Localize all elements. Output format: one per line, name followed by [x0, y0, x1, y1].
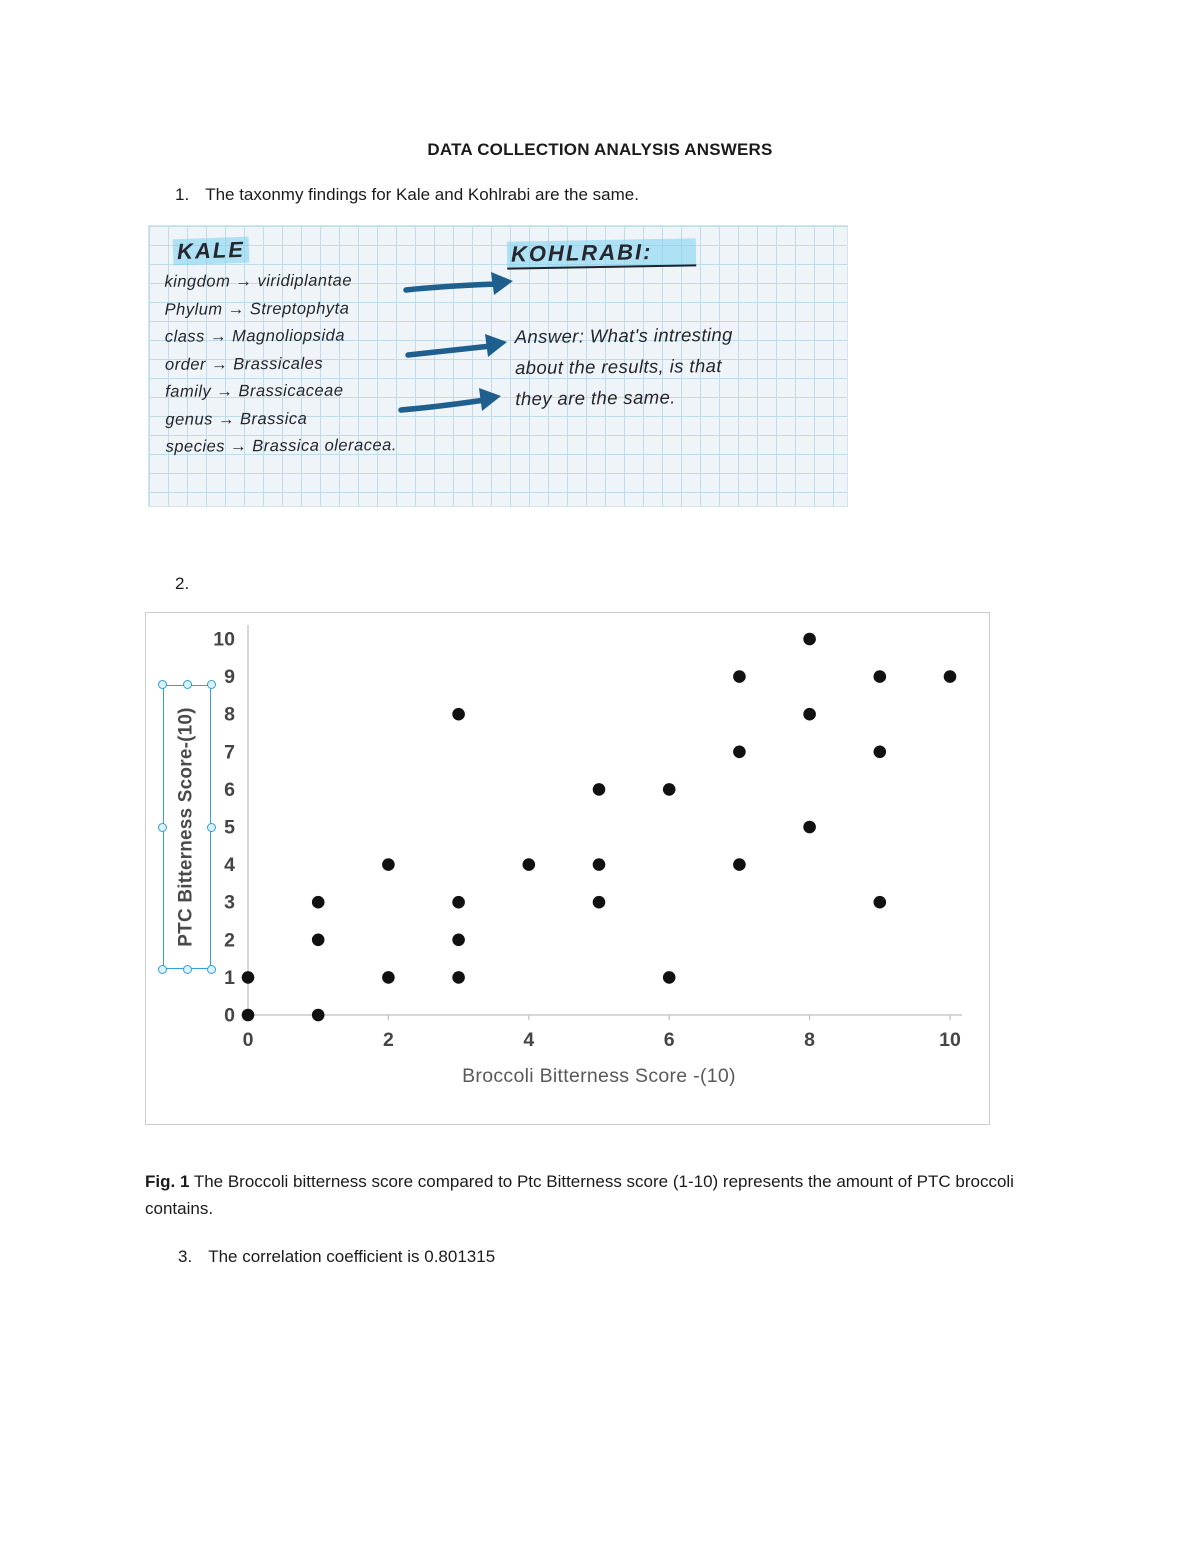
list-item-1-text: The taxonmy findings for Kale and Kohlra…: [205, 185, 639, 204]
list-item-1-number: 1.: [175, 185, 190, 204]
figure-caption-label: Fig. 1: [145, 1172, 190, 1191]
selection-handle[interactable]: [207, 823, 216, 832]
svg-text:2: 2: [224, 929, 235, 951]
page-title: DATA COLLECTION ANALYSIS ANSWERS: [427, 140, 773, 159]
list-item-3: 3. The correlation coefficient is 0.8013…: [178, 1247, 495, 1267]
selection-handle[interactable]: [158, 823, 167, 832]
selection-handle[interactable]: [183, 680, 192, 689]
blue-arrows-drawing: [398, 272, 513, 413]
svg-text:2: 2: [383, 1029, 394, 1051]
handwritten-note-image: KALE KOHLRABI: kingdom → viridiplantae P…: [148, 225, 848, 507]
svg-text:6: 6: [224, 779, 235, 801]
svg-text:8: 8: [224, 704, 235, 726]
taxonomy-line: class → Magnoliopsida: [164, 326, 346, 346]
svg-text:7: 7: [224, 741, 235, 763]
selection-handle[interactable]: [207, 680, 216, 689]
y-axis-title: PTC Bitterness Score-(10): [176, 707, 197, 947]
selection-handle[interactable]: [158, 965, 167, 974]
selection-handle[interactable]: [183, 965, 192, 974]
taxonomy-line: order → Brassicales: [164, 354, 324, 374]
selection-handle[interactable]: [158, 680, 167, 689]
y-axis-label-box[interactable]: PTC Bitterness Score-(10): [158, 680, 216, 974]
figure-caption-text: The Broccoli bitterness score compared t…: [145, 1172, 1014, 1219]
svg-text:10: 10: [213, 629, 235, 651]
handwritten-answer: Answer: What's intresting about the resu…: [515, 319, 734, 414]
taxonomy-line: Phylum → Streptophyta: [164, 299, 350, 319]
taxonomy-line: species → Brassica oleracea.: [165, 436, 397, 456]
svg-text:3: 3: [224, 892, 235, 914]
svg-text:4: 4: [224, 854, 235, 876]
svg-text:0: 0: [224, 1005, 235, 1027]
taxonomy-list: kingdom → viridiplantae Phylum → Strepto…: [164, 267, 397, 461]
svg-text:0: 0: [243, 1029, 254, 1051]
svg-text:8: 8: [804, 1029, 815, 1051]
list-item-3-text: The correlation coefficient is 0.801315: [208, 1247, 496, 1266]
figure-caption: Fig. 1 The Broccoli bitterness score com…: [145, 1168, 1050, 1222]
svg-text:10: 10: [939, 1029, 961, 1051]
list-item-1: 1. The taxonmy findings for Kale and Koh…: [175, 185, 639, 205]
svg-text:4: 4: [523, 1029, 534, 1051]
selection-handle[interactable]: [207, 965, 216, 974]
svg-text:5: 5: [224, 817, 235, 839]
scatter-plot-svg: 0 2 4 6 8 10 0 1 2 3 4 5 6 7 8 9 10: [213, 625, 962, 1051]
kohlrabi-heading: KOHLRABI:: [506, 238, 697, 270]
answer-line: they are the same.: [515, 386, 676, 410]
x-axis-title: Broccoli Bitterness Score -(10): [462, 1065, 736, 1087]
answer-line: about the results, is that: [514, 354, 722, 379]
kale-heading: KALE: [172, 236, 250, 266]
list-item-3-number: 3.: [178, 1247, 193, 1266]
taxonomy-line: genus → Brassica: [165, 409, 308, 429]
svg-text:9: 9: [224, 666, 235, 688]
taxonomy-line: family → Brassicaceae: [165, 381, 344, 401]
svg-text:1: 1: [224, 967, 235, 989]
svg-text:6: 6: [664, 1029, 675, 1051]
scatter-chart: 0 2 4 6 8 10 0 1 2 3 4 5 6 7 8 9 10 PTC Bitterness Score…: [145, 612, 990, 1125]
answer-line: Answer: What's intresting: [514, 323, 733, 348]
taxonomy-line: kingdom → viridiplantae: [164, 271, 353, 291]
list-item-2-number: 2.: [175, 574, 190, 593]
